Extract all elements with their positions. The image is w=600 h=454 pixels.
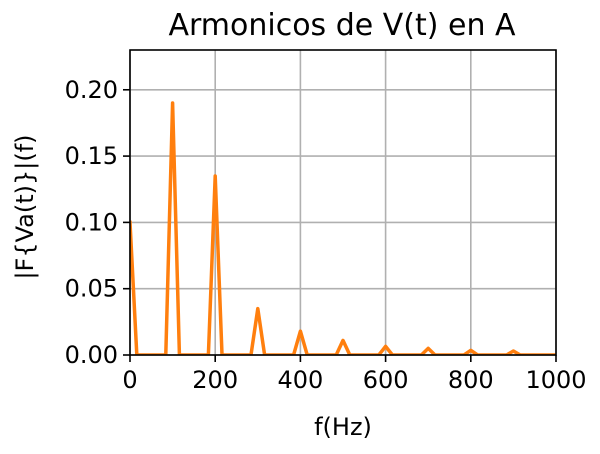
x-axis-ticks: 0 200 400 600 800 1000: [122, 355, 587, 394]
series-layer: [130, 101, 556, 355]
x-axis-label: f(Hz): [314, 413, 372, 441]
x-tick-label: 0: [122, 366, 137, 394]
y-tick-label: 0.10: [65, 208, 118, 236]
x-tick-label: 800: [448, 366, 494, 394]
x-tick-label: 1000: [525, 366, 586, 394]
chart-title: Armonicos de V(t) en A: [168, 8, 516, 43]
x-tick-label: 600: [363, 366, 409, 394]
y-axis-ticks: 0.00 0.05 0.10 0.15 0.20: [65, 76, 130, 369]
plot-frame: [129, 49, 557, 356]
y-tick-label: 0.20: [65, 76, 118, 104]
y-tick-label: 0.05: [65, 275, 118, 303]
y-tick-label: 0.00: [65, 341, 118, 369]
y-tick-label: 0.15: [65, 142, 118, 170]
x-tick-label: 200: [192, 366, 238, 394]
grid: [129, 50, 557, 356]
y-axis-label: |F{Va(t)}|(f): [11, 134, 39, 279]
x-tick-label: 400: [277, 366, 323, 394]
series-line: [130, 101, 556, 355]
